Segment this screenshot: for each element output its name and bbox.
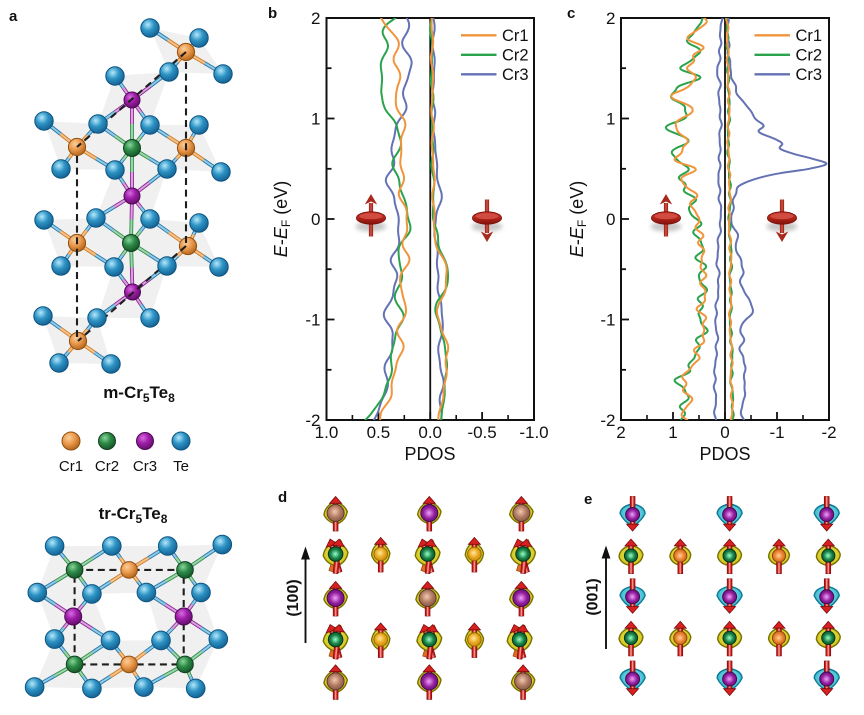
- svg-text:-1: -1: [600, 311, 615, 330]
- svg-text:Cr2: Cr2: [95, 458, 119, 475]
- svg-text:Cr1: Cr1: [59, 458, 83, 475]
- svg-text:0: 0: [311, 210, 320, 229]
- svg-text:1: 1: [311, 110, 320, 129]
- svg-text:2: 2: [311, 9, 320, 28]
- svg-text:1: 1: [668, 423, 677, 442]
- svg-text:(100): (100): [285, 579, 302, 616]
- svg-text:2: 2: [606, 9, 615, 28]
- svg-text:E-EF (eV): E-EF (eV): [271, 181, 293, 257]
- svg-text:a: a: [9, 8, 18, 25]
- svg-text:-0.5: -0.5: [467, 423, 496, 442]
- svg-text:0.5: 0.5: [367, 423, 391, 442]
- svg-text:Cr3: Cr3: [796, 66, 823, 84]
- svg-text:0: 0: [720, 423, 729, 442]
- svg-text:-2: -2: [305, 411, 320, 430]
- svg-text:PDOS: PDOS: [699, 444, 750, 464]
- svg-text:b: b: [268, 5, 277, 22]
- svg-text:Cr1: Cr1: [796, 27, 823, 45]
- svg-text:2: 2: [616, 423, 625, 442]
- svg-text:-2: -2: [600, 411, 615, 430]
- svg-text:Te: Te: [173, 458, 189, 475]
- svg-text:E-EF (eV): E-EF (eV): [567, 181, 589, 257]
- svg-text:d: d: [278, 489, 287, 506]
- svg-text:-2: -2: [821, 423, 836, 442]
- svg-text:Cr2: Cr2: [502, 46, 529, 64]
- svg-text:e: e: [584, 491, 592, 508]
- svg-text:c: c: [567, 5, 575, 22]
- svg-text:0.0: 0.0: [418, 423, 442, 442]
- svg-text:Cr3: Cr3: [502, 66, 529, 84]
- svg-text:1.0: 1.0: [315, 423, 339, 442]
- svg-text:-1: -1: [769, 423, 784, 442]
- svg-text:1: 1: [606, 110, 615, 129]
- svg-text:tr-Cr5Te8: tr-Cr5Te8: [99, 504, 168, 526]
- svg-text:-1: -1: [305, 311, 320, 330]
- svg-text:0: 0: [606, 210, 615, 229]
- svg-text:PDOS: PDOS: [404, 444, 455, 464]
- svg-text:Cr3: Cr3: [133, 458, 157, 475]
- svg-text:Cr1: Cr1: [502, 27, 529, 45]
- svg-text:m-Cr5Te8: m-Cr5Te8: [103, 383, 175, 405]
- svg-text:Cr2: Cr2: [796, 46, 823, 64]
- svg-text:-1.0: -1.0: [519, 423, 548, 442]
- svg-text:(001): (001): [585, 578, 602, 615]
